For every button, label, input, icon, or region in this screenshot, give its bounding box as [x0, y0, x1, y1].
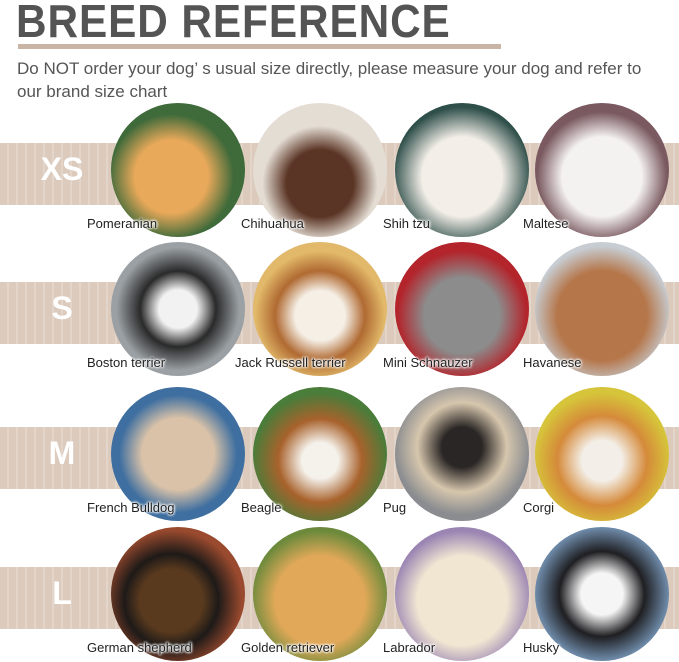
breed-name: Pug	[383, 500, 407, 515]
page-title: BREED REFERENCE	[16, 0, 451, 47]
size-label: S	[51, 290, 73, 326]
breed-name: French Bulldog	[87, 500, 175, 515]
breed-name: Golden retriever	[241, 640, 335, 655]
size-label: L	[52, 575, 72, 611]
breed-name: Mini Schnauzer	[383, 355, 473, 370]
breed-name: Labrador	[383, 640, 436, 655]
breed-photo: Boston terrier	[87, 242, 245, 376]
breed-photo: Havanese	[523, 242, 669, 376]
breed-name: Maltese	[523, 216, 569, 231]
breed-name: Chihuahua	[241, 216, 304, 231]
breed-photo: Corgi	[523, 387, 669, 521]
breed-photo: Pomeranian	[87, 103, 245, 237]
title-underline	[18, 44, 501, 49]
breed-photo: Beagle	[241, 387, 387, 521]
breed-photo: Husky	[523, 527, 669, 661]
breed-photo: Pug	[383, 387, 529, 521]
breed-photo: Jack Russell terrier	[235, 242, 387, 376]
breed-name: German shepherd	[87, 640, 192, 655]
breed-name: Shih tzu	[383, 216, 430, 231]
breed-photo: Shih tzu	[383, 103, 529, 237]
breed-photo: Chihuahua	[241, 103, 387, 237]
size-row-m: M French Bulldog Beagle Pug Corgi	[0, 387, 679, 527]
breed-name: Pomeranian	[87, 216, 158, 231]
breed-photo: French Bulldog	[87, 387, 245, 521]
breed-name: Corgi	[523, 500, 555, 515]
breed-photo: Golden retriever	[241, 527, 387, 661]
size-row-l: L German shepherd Golden retriever Labrador…	[0, 527, 679, 662]
breed-name: Havanese	[523, 355, 582, 370]
breed-name: Boston terrier	[87, 355, 166, 370]
breed-name: Beagle	[241, 500, 282, 515]
breed-name: Jack Russell terrier	[235, 355, 346, 370]
subtitle: Do NOT order your dog’ s usual size dire…	[17, 59, 642, 101]
breed-photo: German shepherd	[87, 527, 245, 661]
size-label: XS	[40, 151, 84, 187]
size-row-s: S Boston terrier Jack Russell terrier Mini …	[0, 242, 679, 382]
size-label: M	[48, 435, 76, 471]
breed-photo: Labrador	[383, 527, 529, 661]
size-row-xs: XS Pomeranian Chihuahua Shih tzu Maltese	[0, 103, 679, 243]
breed-name: Husky	[523, 640, 560, 655]
breed-photo: Mini Schnauzer	[383, 242, 529, 376]
breed-photo: Maltese	[523, 103, 669, 237]
